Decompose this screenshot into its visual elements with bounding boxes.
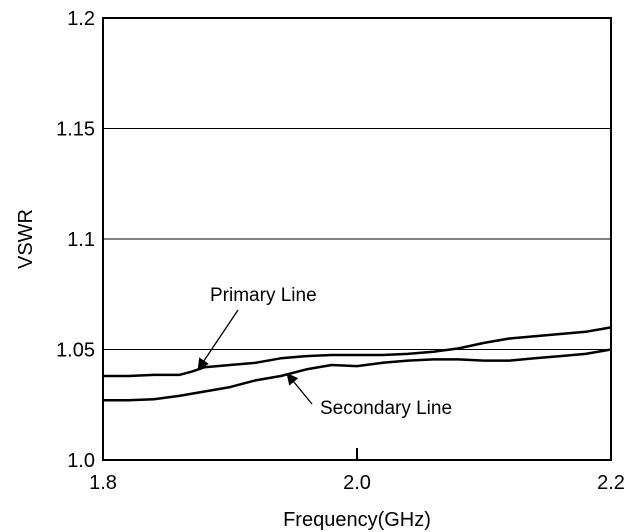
- y-tick-label: 1.1: [67, 229, 95, 251]
- grid-lines: [103, 128, 611, 350]
- y-tick-label: 1.2: [67, 8, 95, 30]
- annotation-arrow: [197, 309, 239, 371]
- annotation-arrow: [286, 372, 313, 405]
- y-tick-label: 1.15: [56, 119, 95, 141]
- x-axis-title: Frequency(GHz): [283, 509, 431, 531]
- y-tick-label: 1.05: [56, 340, 95, 362]
- series-line-secondary: [103, 348, 612, 402]
- y-tick-label: 1.0: [67, 450, 95, 472]
- y-axis-title: VSWR: [15, 209, 37, 269]
- plot-frame: [102, 17, 612, 461]
- series-line-primary: [103, 326, 612, 378]
- x-tick-label: 2.2: [597, 472, 625, 494]
- annotation-label: Secondary Line: [320, 398, 452, 419]
- annotation-label: Primary Line: [210, 285, 317, 306]
- y-tick-labels: 1.0 1.05 1.1 1.15 1.2: [56, 8, 95, 472]
- x-tick-labels: 1.8 2.0 2.2: [89, 472, 625, 494]
- annotations: Primary Line Secondary Line: [197, 285, 452, 419]
- x-tick-label: 1.8: [89, 472, 117, 494]
- series-lines: [103, 326, 612, 402]
- x-tick-label: 2.0: [343, 472, 371, 494]
